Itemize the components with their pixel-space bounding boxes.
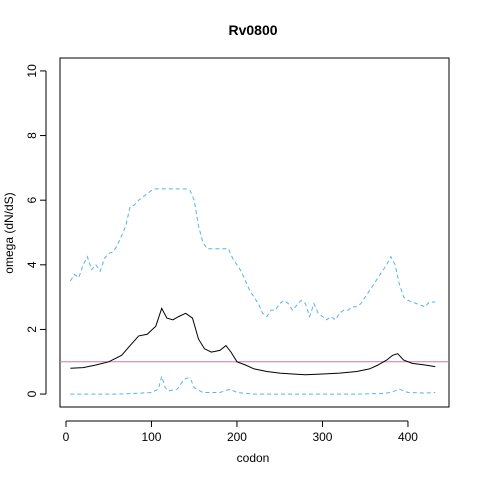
- x-axis-label: codon: [237, 451, 270, 465]
- x-tick-label: 200: [227, 430, 247, 444]
- y-tick-label: 0: [25, 390, 39, 397]
- x-tick-label: 400: [398, 430, 418, 444]
- x-tick-label: 100: [141, 430, 161, 444]
- x-tick-label: 300: [312, 430, 332, 444]
- y-axis-label: omega (dN/dS): [2, 192, 16, 273]
- chart-title: Rv0800: [228, 22, 277, 38]
- upper-bound-line: [69, 188, 436, 321]
- lower-bound-line: [70, 374, 436, 395]
- y-tick-label: 6: [25, 197, 39, 204]
- y-tick-label: 4: [25, 261, 39, 268]
- x-tick-label: 0: [63, 430, 70, 444]
- plot-frame: [59, 57, 450, 408]
- y-tick-label: 2: [25, 326, 39, 333]
- omega-mean-line: [70, 307, 436, 376]
- y-tick-label: 8: [25, 132, 39, 139]
- y-tick-label: 10: [25, 64, 39, 78]
